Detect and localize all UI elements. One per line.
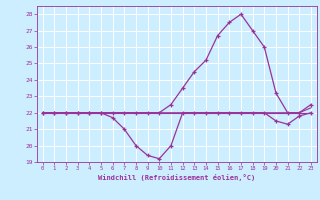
X-axis label: Windchill (Refroidissement éolien,°C): Windchill (Refroidissement éolien,°C): [98, 174, 255, 181]
